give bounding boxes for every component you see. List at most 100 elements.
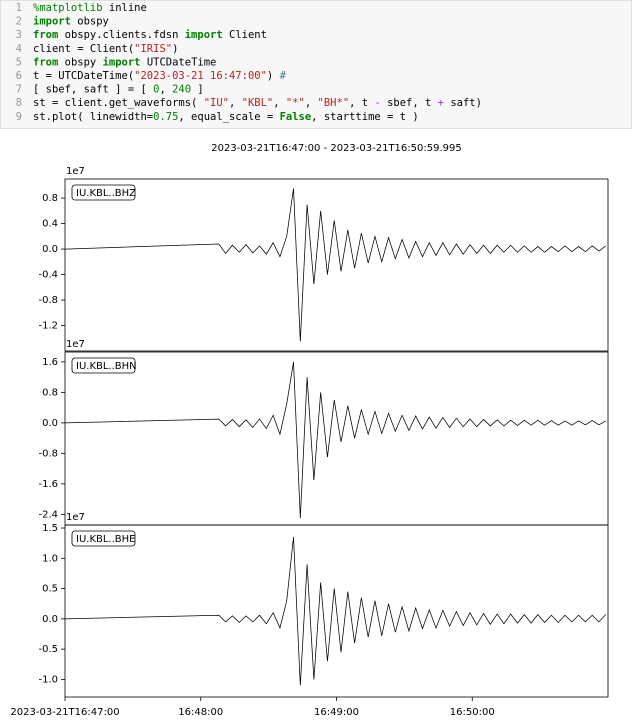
code-token: %matplotlib: [33, 2, 103, 14]
code-token: "IRIS": [134, 43, 172, 55]
code-cell: [0, 0, 632, 129]
code-line: client = Client("IRIS"): [33, 43, 178, 55]
y-tick-label: 0.0: [42, 244, 58, 255]
y-tick-label: 0.0: [42, 614, 58, 625]
code-line: import obspy: [33, 16, 109, 28]
offset-label: 1e7: [66, 339, 85, 350]
y-tick-label: 0.0: [42, 418, 58, 429]
code-line: st.plot( linewidth=0.75, equal_scale = F…: [33, 111, 419, 123]
code-token: obspy: [58, 56, 102, 68]
code-token: [ sbef, saft ] = [: [33, 84, 153, 96]
code-token: 0.75: [153, 111, 178, 123]
y-tick-label: -1.0: [38, 674, 58, 685]
code-token: ,: [229, 97, 242, 109]
y-tick-label: 1.6: [42, 357, 58, 368]
y-tick-label: -1.6: [38, 479, 58, 490]
waveform: [64, 188, 606, 342]
code-token: ,: [159, 84, 172, 96]
y-tick-label: 1.0: [42, 553, 58, 564]
plot: 2023-03-21T16:47:00 - 2023-03-21T16:50:5…: [10, 143, 609, 718]
axes-frame: [64, 351, 609, 526]
y-tick-label: -0.5: [38, 644, 58, 655]
code-line: from obspy import UTCDateTime: [33, 56, 216, 68]
y-tick-label: -0.8: [38, 295, 58, 306]
code-line: t = UTCDateTime("2023-03-21 16:47:00") #: [33, 70, 287, 82]
line-number: 2: [16, 16, 22, 28]
code-token: inline: [103, 2, 147, 14]
code-token: from: [33, 29, 58, 41]
code-token: sbef, t: [381, 97, 438, 109]
axes-frame: [64, 178, 609, 352]
code-token: ): [267, 70, 280, 82]
code-token: "BH*": [318, 97, 350, 109]
offset-label: 1e7: [66, 512, 85, 523]
offset-label: 1e7: [66, 166, 85, 177]
y-tick-label: -2.4: [38, 509, 58, 520]
code-line: %matplotlib inline: [33, 2, 147, 14]
code-token: UTCDateTime: [141, 56, 217, 68]
code-token: , equal_scale =: [178, 111, 279, 123]
legend-label: IU.KBL..BHE: [76, 534, 136, 545]
code-token: "IU": [204, 97, 229, 109]
code-token: 240: [172, 84, 191, 96]
code-line: [ sbef, saft ] = [ 0, 240 ]: [33, 84, 204, 96]
code-token: t = UTCDateTime(: [33, 70, 134, 82]
code-line: from obspy.clients.fdsn import Client: [33, 29, 267, 41]
line-number: 9: [16, 111, 22, 123]
code: 1 %matplotlib inline 2 import obspy 3 from ob…: [16, 2, 482, 123]
code-token: st = client.get_waveforms(: [33, 97, 204, 109]
line-number: 8: [16, 97, 22, 109]
code-token: "KBL": [242, 97, 274, 109]
x-tick-label: 16:50:00: [450, 707, 495, 718]
y-tick-label: 0.8: [42, 387, 58, 398]
code-token: ,: [305, 97, 318, 109]
y-tick-label: 1.5: [42, 523, 58, 534]
legend-box: [71, 357, 136, 374]
code-token: obspy.clients.fdsn: [58, 29, 184, 41]
code-token: st.plot( linewidth=: [33, 111, 153, 123]
code-token: import: [185, 29, 223, 41]
code-token: 0: [153, 84, 159, 96]
line-number: 5: [16, 56, 22, 68]
code-token: obspy: [71, 16, 109, 28]
y-tick-label: 0.5: [42, 584, 58, 595]
x-tick-label: 2023-03-21T16:47:00: [10, 707, 119, 718]
waveform: [64, 537, 607, 686]
code-token: False: [280, 111, 312, 123]
y-tick-label: -0.8: [38, 448, 58, 459]
line-number: 7: [16, 84, 22, 96]
code-token: import: [33, 16, 71, 28]
chart-title: 2023-03-21T16:47:00 - 2023-03-21T16:50:5…: [211, 143, 462, 154]
code-line: st = client.get_waveforms( "IU", "KBL" , …: [33, 97, 482, 109]
code-token: "*": [286, 97, 305, 109]
line-number: 6: [16, 70, 22, 82]
code-token: -: [374, 97, 380, 109]
code-token: client = Client(: [33, 43, 134, 55]
code-token: +: [438, 97, 444, 109]
code-token: ): [172, 43, 178, 55]
y-tick-label: -1.2: [38, 321, 58, 332]
legend-box: [71, 184, 136, 201]
line-number: 1: [16, 2, 22, 14]
waveform: [64, 361, 606, 519]
code-token: #: [280, 70, 287, 82]
code-token: saft): [444, 97, 482, 109]
legend-label: IU.KBL..BHZ: [76, 188, 136, 199]
y-tick-label: 0.4: [42, 219, 58, 230]
legend-box: [71, 530, 136, 547]
code-token: ]: [191, 84, 204, 96]
y-tick-label: 0.8: [42, 193, 58, 204]
code-token: Client: [223, 29, 267, 41]
x-tick-label: 16:49:00: [314, 707, 359, 718]
code-token: , t: [349, 97, 374, 109]
code-token: ,: [273, 97, 286, 109]
line-number: 3: [16, 29, 22, 41]
code-token: "2023-03-21 16:47:00": [134, 70, 267, 82]
code-token: import: [103, 56, 141, 68]
x-tick-label: 16:48:00: [178, 707, 223, 718]
line-number: 4: [16, 43, 22, 55]
code-token: , starttime = t ): [311, 111, 418, 123]
legend-label: IU.KBL..BHN: [76, 361, 137, 372]
